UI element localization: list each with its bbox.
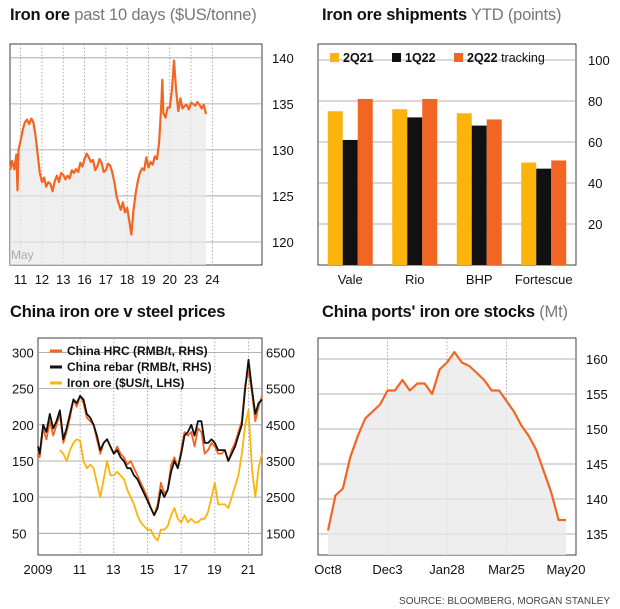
bar-2q21 — [521, 162, 537, 265]
legend-swatch — [330, 53, 339, 62]
x-tick-label: 21 — [241, 562, 255, 577]
chart1-subtitle: past 10 days ($US/tonne) — [74, 6, 257, 24]
chart2-iron-ore-shipments: 100 80 60 40 20 Vale Rio BHP Fortescue 2Q21 1Q22 2Q… — [317, 43, 610, 287]
legend-label: 1Q22 — [405, 51, 436, 65]
legend-label: Iron ore ($US/t, LHS) — [67, 376, 184, 390]
x-tick-label: 19 — [141, 272, 155, 287]
chart4-title-block: China ports' iron ore stocks (Mt) — [322, 303, 568, 322]
chart2-title: Iron ore shipments — [322, 6, 467, 24]
y-tick-label: 150 — [586, 422, 608, 437]
y-right-tick-label: 6500 — [266, 345, 295, 360]
x-tick-label: 20 — [163, 272, 177, 287]
source-note: SOURCE: BLOOMBERG, MORGAN STANLEY — [399, 596, 610, 607]
x-tick-label: 16 — [77, 272, 91, 287]
x-tick-label: 2009 — [24, 562, 53, 577]
y-left-tick-label: 150 — [12, 454, 34, 469]
y-tick-label: 130 — [272, 143, 294, 158]
y-tick-label: 60 — [588, 135, 602, 150]
chart1-title: Iron ore — [10, 6, 70, 24]
x-tick-label: Jan28 — [429, 562, 464, 577]
x-tick-label: 13 — [56, 272, 70, 287]
y-tick-label: 140 — [272, 51, 294, 66]
y-left-tick-label: 250 — [12, 382, 34, 397]
x-tick-label: May20 — [546, 562, 585, 577]
y-right-tick-label: 1500 — [266, 526, 295, 541]
x-tick-label: Vale — [338, 272, 363, 287]
y-tick-label: 20 — [588, 217, 602, 232]
chart3-title: China iron ore v steel prices — [10, 303, 226, 321]
bar-2q22-tracking — [422, 98, 438, 265]
chart2-subtitle: YTD (points) — [471, 6, 562, 24]
x-tick-label: 24 — [205, 272, 219, 287]
y-right-tick-label: 2500 — [266, 490, 295, 505]
series-line — [59, 409, 263, 542]
bar-2q21 — [327, 111, 343, 265]
y-tick-label: 100 — [588, 53, 610, 68]
series-line — [37, 358, 263, 517]
bar-1q22 — [342, 139, 358, 265]
chart4-title: China ports' iron ore stocks — [322, 303, 535, 321]
x-tick-label: Dec3 — [372, 562, 402, 577]
legend-label: China HRC (RMB/t, RHS) — [67, 344, 208, 358]
y-tick-label: 125 — [272, 189, 294, 204]
legend-swatch — [392, 53, 401, 62]
chart1-iron-ore-10-days: 14013513012512011121316171819202324May — [8, 43, 294, 287]
y-tick-label: 135 — [272, 97, 294, 112]
x-tick-label: Rio — [405, 272, 425, 287]
chart3-china-prices: 300 250 200 150 100 50 6500 5500 4500 3500 2500 150… — [12, 337, 295, 577]
bar-1q22 — [471, 125, 487, 265]
y-tick-label: 140 — [586, 492, 608, 507]
y-tick-label: 135 — [586, 527, 608, 542]
x-tick-label: Fortescue — [515, 272, 573, 287]
y-tick-label: 40 — [588, 176, 602, 191]
plot-frame — [37, 337, 263, 556]
y-left-tick-label: 200 — [12, 418, 34, 433]
y-left-tick-label: 50 — [12, 526, 26, 541]
x-tick-label: 11 — [14, 272, 28, 287]
bar-2q22-tracking — [357, 98, 373, 265]
chart4-subtitle: (Mt) — [539, 303, 568, 321]
y-left-tick-label: 100 — [12, 490, 34, 505]
x-tick-label: 13 — [106, 562, 120, 577]
legend-label: China rebar (RMB/t, RHS) — [67, 360, 212, 374]
x-tick-label: 12 — [35, 272, 49, 287]
bar-1q22 — [407, 117, 423, 266]
y-right-tick-label: 5500 — [266, 382, 295, 397]
bar-2q22-tracking — [551, 160, 567, 265]
x-tick-label: 15 — [140, 562, 154, 577]
bar-2q22-tracking — [486, 119, 502, 265]
x-tick-label: Oct8 — [314, 562, 341, 577]
x-tick-label: 11 — [73, 562, 87, 577]
y-tick-label: 80 — [588, 94, 602, 109]
bar-2q21 — [392, 109, 408, 265]
y-left-tick-label: 300 — [12, 345, 34, 360]
legend-swatch — [454, 53, 463, 62]
x-tick-label: 17 — [174, 562, 188, 577]
y-right-tick-label: 3500 — [266, 454, 295, 469]
chart1-title-block: Iron ore past 10 days ($US/tonne) — [10, 6, 257, 25]
chart3-title-block: China iron ore v steel prices — [10, 303, 225, 322]
x-tick-label: BHP — [466, 272, 493, 287]
x-tick-label: 17 — [99, 272, 113, 287]
y-tick-label: 160 — [586, 352, 608, 367]
chart4-ports-stocks: 160 155 150 145 140 135 Oct8 Dec3 Jan28 Mar25 May2… — [314, 337, 608, 577]
bar-2q21 — [456, 113, 472, 265]
area-fill — [10, 60, 206, 265]
y-right-tick-label: 4500 — [266, 418, 295, 433]
x-tick-label: Mar25 — [488, 562, 525, 577]
x-tick-label: 18 — [120, 272, 134, 287]
legend-label: 2Q22 tracking — [467, 51, 545, 65]
bar-1q22 — [536, 168, 552, 265]
x-tick-label: 19 — [207, 562, 221, 577]
legend-label: 2Q21 — [343, 51, 374, 65]
y-tick-label: 120 — [272, 235, 294, 250]
series-line — [326, 350, 566, 531]
series-line — [8, 59, 208, 236]
y-tick-label: 145 — [586, 457, 608, 472]
y-tick-label: 155 — [586, 387, 608, 402]
chart2-title-block: Iron ore shipments YTD (points) — [322, 6, 561, 25]
x-tick-label: 23 — [184, 272, 198, 287]
